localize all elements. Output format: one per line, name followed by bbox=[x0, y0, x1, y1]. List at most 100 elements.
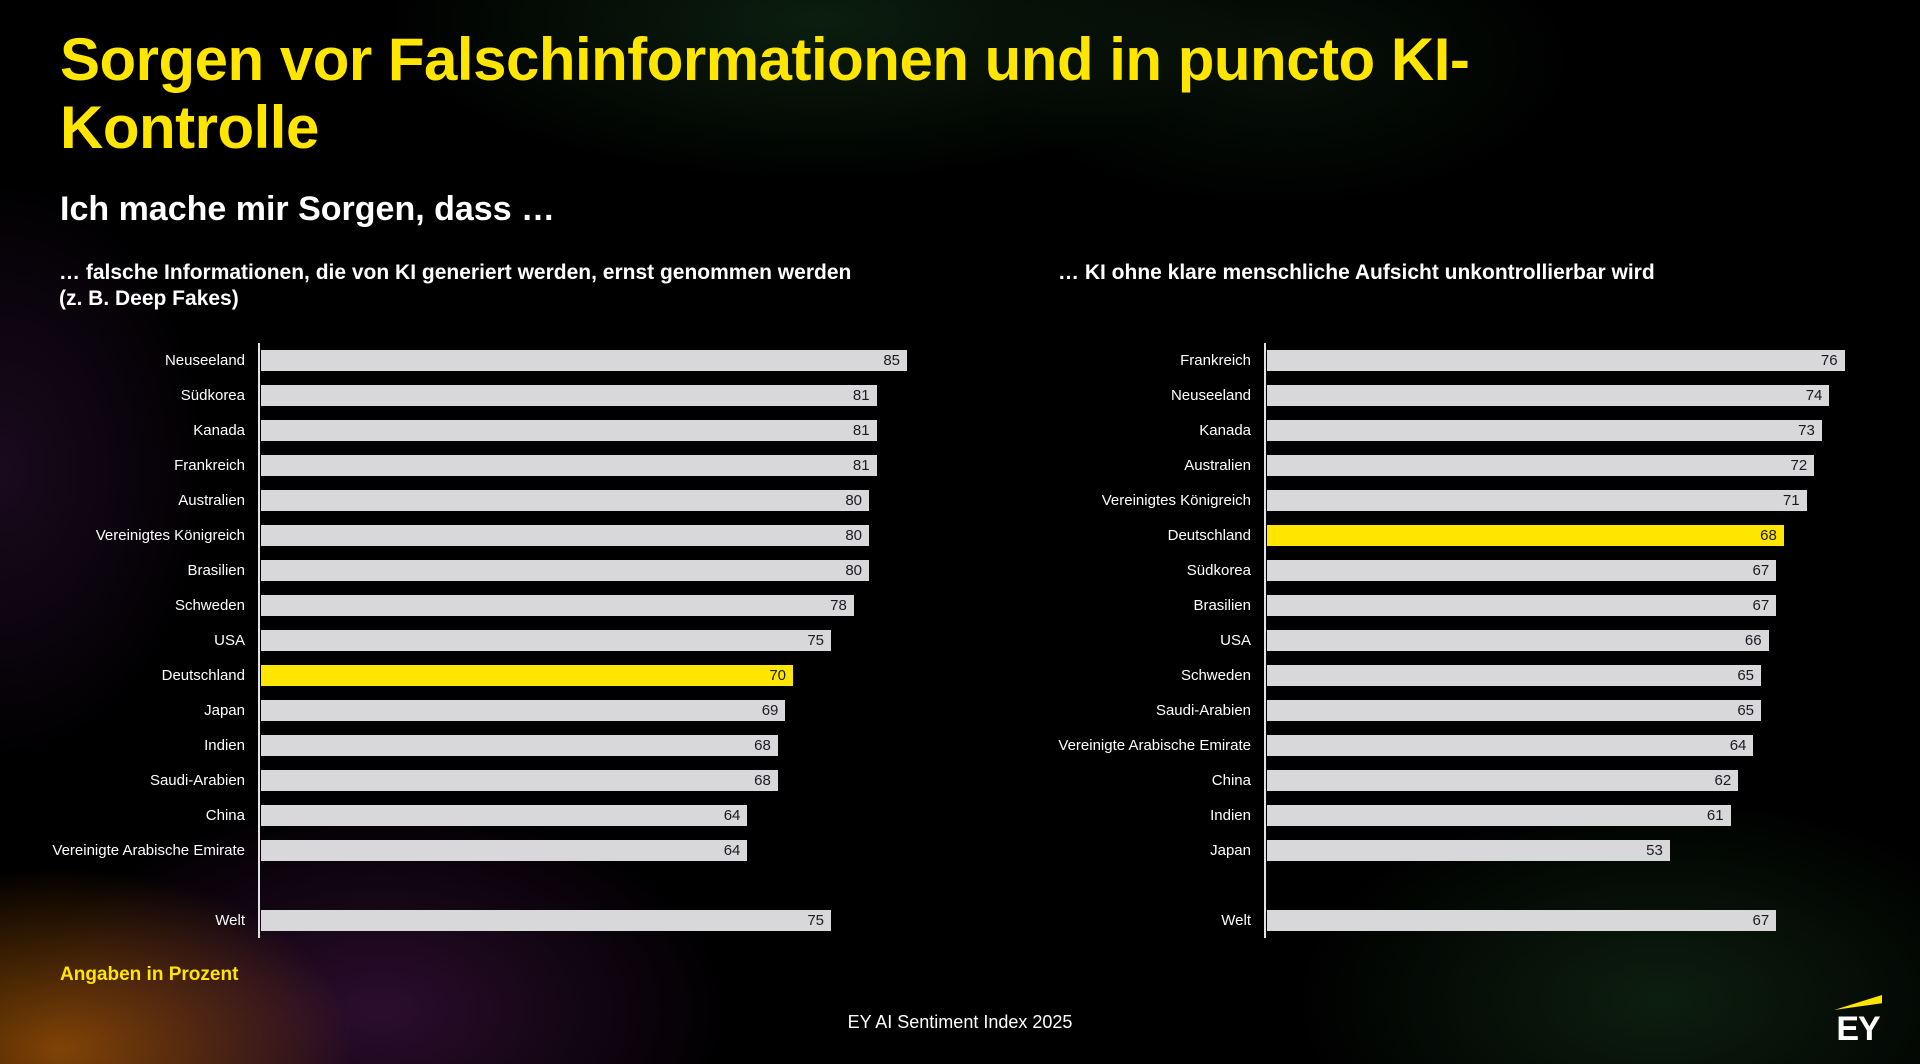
bar-category-label: Neuseeland bbox=[164, 352, 245, 369]
bar: 65 bbox=[1267, 665, 1761, 686]
bar-category-label: Schweden bbox=[174, 597, 245, 614]
y-axis-line bbox=[1264, 343, 1266, 938]
bar-value-label: 65 bbox=[1737, 667, 1754, 684]
bar-value-label: 73 bbox=[1798, 422, 1815, 439]
bar: 65 bbox=[1267, 700, 1761, 721]
chart-title-misinformation: … falsche Informationen, die von KI gene… bbox=[59, 261, 852, 310]
bar-category-label: Frankreich bbox=[174, 457, 245, 474]
bar-track: 64 bbox=[1267, 735, 1754, 756]
bar-value-label: 81 bbox=[852, 422, 870, 439]
bar-category-label: Südkorea bbox=[1186, 562, 1251, 579]
bar-value-label: 68 bbox=[754, 737, 771, 754]
bar-category-label: Saudi-Arabien bbox=[1155, 702, 1251, 719]
bar-track: 67 bbox=[1267, 910, 1777, 931]
bar: 64 bbox=[261, 840, 748, 861]
bar-category-label: Deutschland bbox=[161, 667, 245, 684]
bar: 73 bbox=[1267, 420, 1822, 441]
bar-row: Neuseeland 85 bbox=[48, 343, 907, 378]
bar-row: Deutschland 68 bbox=[1054, 518, 1845, 553]
bar-track: 68 bbox=[261, 735, 778, 756]
bar-highlighted: 70 bbox=[261, 665, 793, 686]
bar-value-label: 81 bbox=[852, 457, 870, 474]
bar: 64 bbox=[261, 805, 748, 826]
bar-category-label: Deutschland bbox=[1167, 527, 1251, 544]
bar-value-label: 64 bbox=[723, 807, 741, 824]
bar-category-label: Kanada bbox=[1199, 422, 1251, 439]
bar-row: Saudi-Arabien 68 bbox=[48, 763, 907, 798]
bar-value-label: 67 bbox=[1752, 912, 1770, 929]
bar-track: 53 bbox=[1267, 840, 1670, 861]
bar-track: 68 bbox=[1267, 525, 1784, 546]
bar-row: Schweden 78 bbox=[48, 588, 907, 623]
bar-value-label: 70 bbox=[769, 667, 786, 684]
bar-value-label: 75 bbox=[807, 632, 824, 649]
bar: 64 bbox=[1267, 735, 1754, 756]
bar-row: Brasilien 80 bbox=[48, 553, 907, 588]
bar-category-label: Brasilien bbox=[1193, 597, 1251, 614]
bar-value-label: 64 bbox=[1729, 737, 1747, 754]
bar: 75 bbox=[261, 630, 831, 651]
bar-row: USA 75 bbox=[48, 623, 907, 658]
bar-track: 65 bbox=[1267, 700, 1761, 721]
bar-track: 80 bbox=[261, 560, 869, 581]
bar-category-label: Vereinigte Arabische Emirate bbox=[1058, 737, 1251, 754]
bar-value-label: 62 bbox=[1714, 772, 1732, 789]
bar-category-label: Welt bbox=[215, 912, 245, 929]
bar-category-label: Frankreich bbox=[1180, 352, 1251, 369]
bar-category-label: Schweden bbox=[1180, 667, 1251, 684]
bar-category-label: Indien bbox=[1210, 807, 1251, 824]
bar: 67 bbox=[1267, 595, 1777, 616]
bar-value-label: 71 bbox=[1782, 492, 1800, 509]
bar: 80 bbox=[261, 490, 869, 511]
bar-track: 69 bbox=[261, 700, 786, 721]
bar-row: Frankreich 81 bbox=[48, 448, 907, 483]
bar-track: 67 bbox=[1267, 595, 1777, 616]
bar-value-label: 64 bbox=[723, 842, 741, 859]
bar: 67 bbox=[1267, 910, 1777, 931]
bar-value-label: 75 bbox=[807, 912, 824, 929]
bar-category-label: Australien bbox=[178, 492, 245, 509]
bar-track: 81 bbox=[261, 385, 877, 406]
bar-category-label: China bbox=[1211, 772, 1251, 789]
bar-track: 80 bbox=[261, 525, 869, 546]
bar-row: Neuseeland 74 bbox=[1054, 378, 1845, 413]
bar: 81 bbox=[261, 455, 877, 476]
bar-track: 61 bbox=[1267, 805, 1731, 826]
bar-row: Indien 61 bbox=[1054, 798, 1845, 833]
bar-category-label: Kanada bbox=[193, 422, 245, 439]
chart-control: Frankreich 76 Neuseeland 74 Kanada 73 Australi… bbox=[1054, 343, 1845, 938]
bar-row: Vereinigte Arabische Emirate 64 bbox=[1054, 728, 1845, 763]
bar-track: 62 bbox=[1267, 770, 1739, 791]
page-title: Sorgen vor Falschinformationen und in pu… bbox=[60, 26, 1470, 161]
bar-category-label: Südkorea bbox=[180, 387, 245, 404]
bar: 78 bbox=[261, 595, 854, 616]
bar-value-label: 74 bbox=[1805, 387, 1823, 404]
bar-track: 66 bbox=[1267, 630, 1769, 651]
bar-value-label: 68 bbox=[1760, 527, 1777, 544]
bar: 80 bbox=[261, 560, 869, 581]
bar-row: Südkorea 67 bbox=[1054, 553, 1845, 588]
bar: 72 bbox=[1267, 455, 1815, 476]
ey-logo-letters: EY bbox=[1836, 1010, 1880, 1048]
bar-track: 70 bbox=[261, 665, 793, 686]
bar-track: 76 bbox=[1267, 350, 1845, 371]
bar-value-label: 61 bbox=[1706, 807, 1724, 824]
bar-category-label: Welt bbox=[1221, 912, 1251, 929]
bar: 67 bbox=[1267, 560, 1777, 581]
bar-row: Australien 72 bbox=[1054, 448, 1845, 483]
bar-track: 80 bbox=[261, 490, 869, 511]
bar-value-label: 65 bbox=[1737, 702, 1754, 719]
bar-track: 78 bbox=[261, 595, 854, 616]
source-caption: EY AI Sentiment Index 2025 bbox=[847, 1012, 1073, 1032]
bar-row: Australien 80 bbox=[48, 483, 907, 518]
bar-row: Kanada 81 bbox=[48, 413, 907, 448]
bar-track: 68 bbox=[261, 770, 778, 791]
bar-highlighted: 68 bbox=[1267, 525, 1784, 546]
bar-row: China 64 bbox=[48, 798, 907, 833]
bar-track: 74 bbox=[1267, 385, 1830, 406]
bar-row: USA 66 bbox=[1054, 623, 1845, 658]
bar-value-label: 72 bbox=[1790, 457, 1808, 474]
bar-row: Schweden 65 bbox=[1054, 658, 1845, 693]
bar-value-label: 67 bbox=[1752, 562, 1770, 579]
bar: 74 bbox=[1267, 385, 1830, 406]
